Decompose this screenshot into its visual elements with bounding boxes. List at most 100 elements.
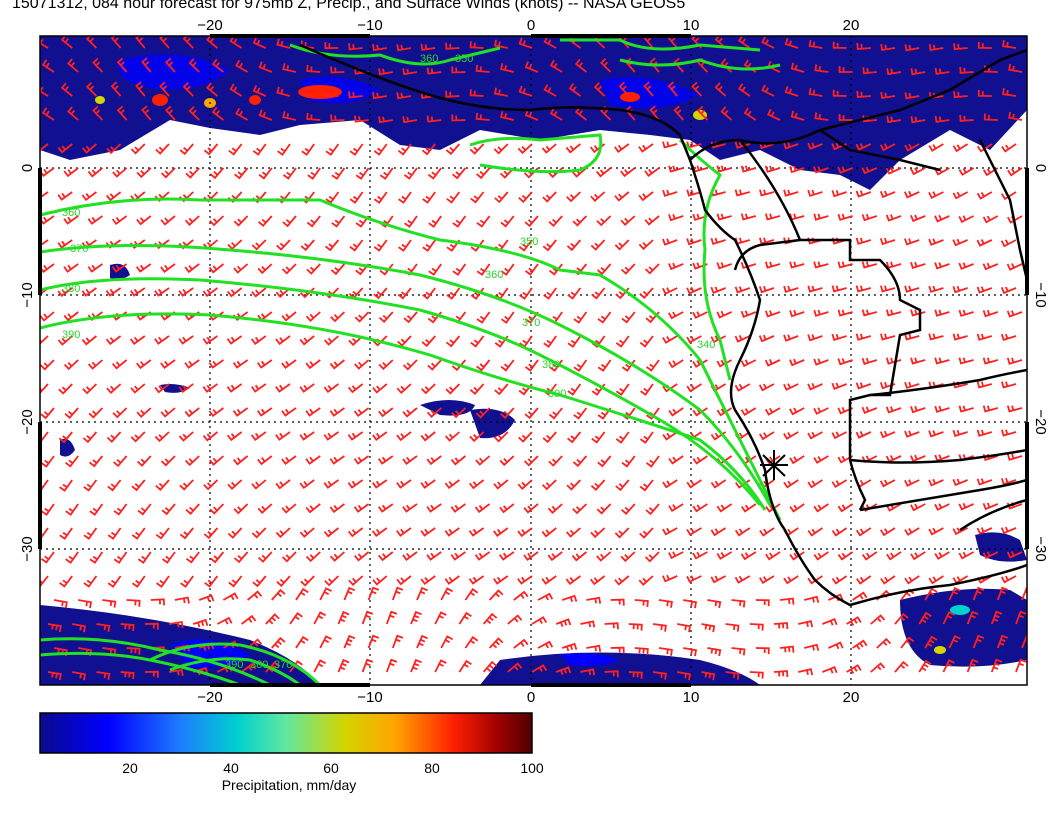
wind-barb <box>600 57 612 73</box>
wind-barb <box>211 106 224 121</box>
wind-barb <box>319 587 332 601</box>
wind-barb <box>427 167 442 180</box>
wind-barb <box>445 90 460 98</box>
wind-barb <box>710 575 727 584</box>
wind-barb <box>475 64 490 73</box>
wind-barb <box>160 359 176 369</box>
wind-barb <box>638 191 654 202</box>
wind-barb <box>686 238 702 246</box>
wind-barb <box>537 592 554 601</box>
wind-barb <box>361 610 374 625</box>
wind-barb <box>281 503 297 514</box>
wind-barb <box>668 455 684 465</box>
wind-barb <box>185 167 200 179</box>
wind-barb <box>234 167 249 180</box>
wind-barb <box>813 261 829 269</box>
wind-barb <box>686 286 702 295</box>
wind-barb <box>184 455 200 467</box>
wind-barb <box>904 238 920 246</box>
wind-barb <box>216 616 233 625</box>
wind-barb <box>469 431 485 443</box>
wind-barb <box>928 527 944 536</box>
height-contours <box>40 38 782 685</box>
wind-barb <box>202 431 218 442</box>
contour-label: 350 <box>520 236 538 248</box>
wind-barb <box>282 63 297 73</box>
x-axis-bottom: −20 −10 0 10 20 <box>197 689 859 706</box>
wind-barb <box>271 588 286 601</box>
wind-barb <box>524 359 539 372</box>
wind-barb <box>377 503 394 513</box>
wind-barb <box>160 215 176 226</box>
wind-barb <box>910 551 926 561</box>
wind-barb <box>482 612 498 625</box>
wind-barb <box>855 143 872 151</box>
wind-barb <box>63 311 79 322</box>
wind-barb <box>178 383 194 394</box>
wind-barb <box>83 479 98 492</box>
wind-barb <box>803 595 820 603</box>
wind-barb <box>615 335 630 348</box>
wind-barb <box>469 143 485 155</box>
wind-barb <box>275 527 291 539</box>
wind-barb <box>324 335 339 346</box>
wind-barb <box>856 575 872 585</box>
wind-barb <box>107 575 122 588</box>
wind-barb <box>876 637 892 649</box>
wind-barb <box>276 86 291 97</box>
wind-barb <box>126 599 141 607</box>
wind-barb <box>305 359 321 370</box>
wind-barb <box>597 455 612 468</box>
wind-barb <box>855 527 872 537</box>
wind-barb <box>106 431 122 443</box>
wind-barb <box>885 167 902 175</box>
wind-barb <box>488 589 504 601</box>
wind-barb <box>282 215 297 228</box>
wind-barb <box>1001 381 1017 389</box>
wind-barb <box>543 84 557 97</box>
wind-barb <box>518 431 533 443</box>
wind-barb <box>783 189 799 197</box>
wind-barb <box>367 634 380 649</box>
wind-barb <box>846 664 862 674</box>
wind-barb <box>275 479 291 490</box>
wind-barb <box>716 310 732 319</box>
wind-barb <box>755 599 770 607</box>
wind-barb <box>1000 333 1017 342</box>
wind-barb <box>494 191 509 204</box>
wind-barb <box>82 383 98 395</box>
wind-barb <box>1006 357 1023 365</box>
wind-barb <box>469 89 484 97</box>
wind-barb <box>106 383 122 394</box>
wind-barb <box>500 407 515 419</box>
wind-barb <box>422 239 436 252</box>
wind-barb <box>203 527 219 540</box>
wind-barb <box>92 57 104 73</box>
wind-barb <box>209 455 224 466</box>
wind-barb <box>983 113 998 121</box>
wind-barb <box>740 407 757 417</box>
wind-barb <box>996 634 1009 649</box>
wind-barb <box>764 165 781 173</box>
wind-barb <box>813 407 829 415</box>
wind-barb <box>112 407 128 419</box>
wind-barb <box>347 431 364 441</box>
wind-barb <box>372 575 388 586</box>
colorbar-title: Precipitation, mm/day <box>222 777 357 793</box>
wind-barb <box>329 407 345 417</box>
wind-barb <box>852 639 868 650</box>
wind-barb <box>855 333 872 341</box>
wind-barb <box>662 479 678 489</box>
wind-barb <box>662 189 678 197</box>
wind-barb <box>668 311 684 320</box>
wind-barb <box>982 215 999 224</box>
wind-barb <box>894 612 909 625</box>
wind-barb <box>426 503 442 513</box>
wind-barb <box>276 575 291 587</box>
wind-barb <box>643 36 654 49</box>
wind-barb <box>464 588 479 601</box>
wind-barb <box>160 455 176 467</box>
wind-barb <box>767 108 781 121</box>
wind-barb <box>306 263 321 275</box>
wind-barb <box>667 36 678 49</box>
